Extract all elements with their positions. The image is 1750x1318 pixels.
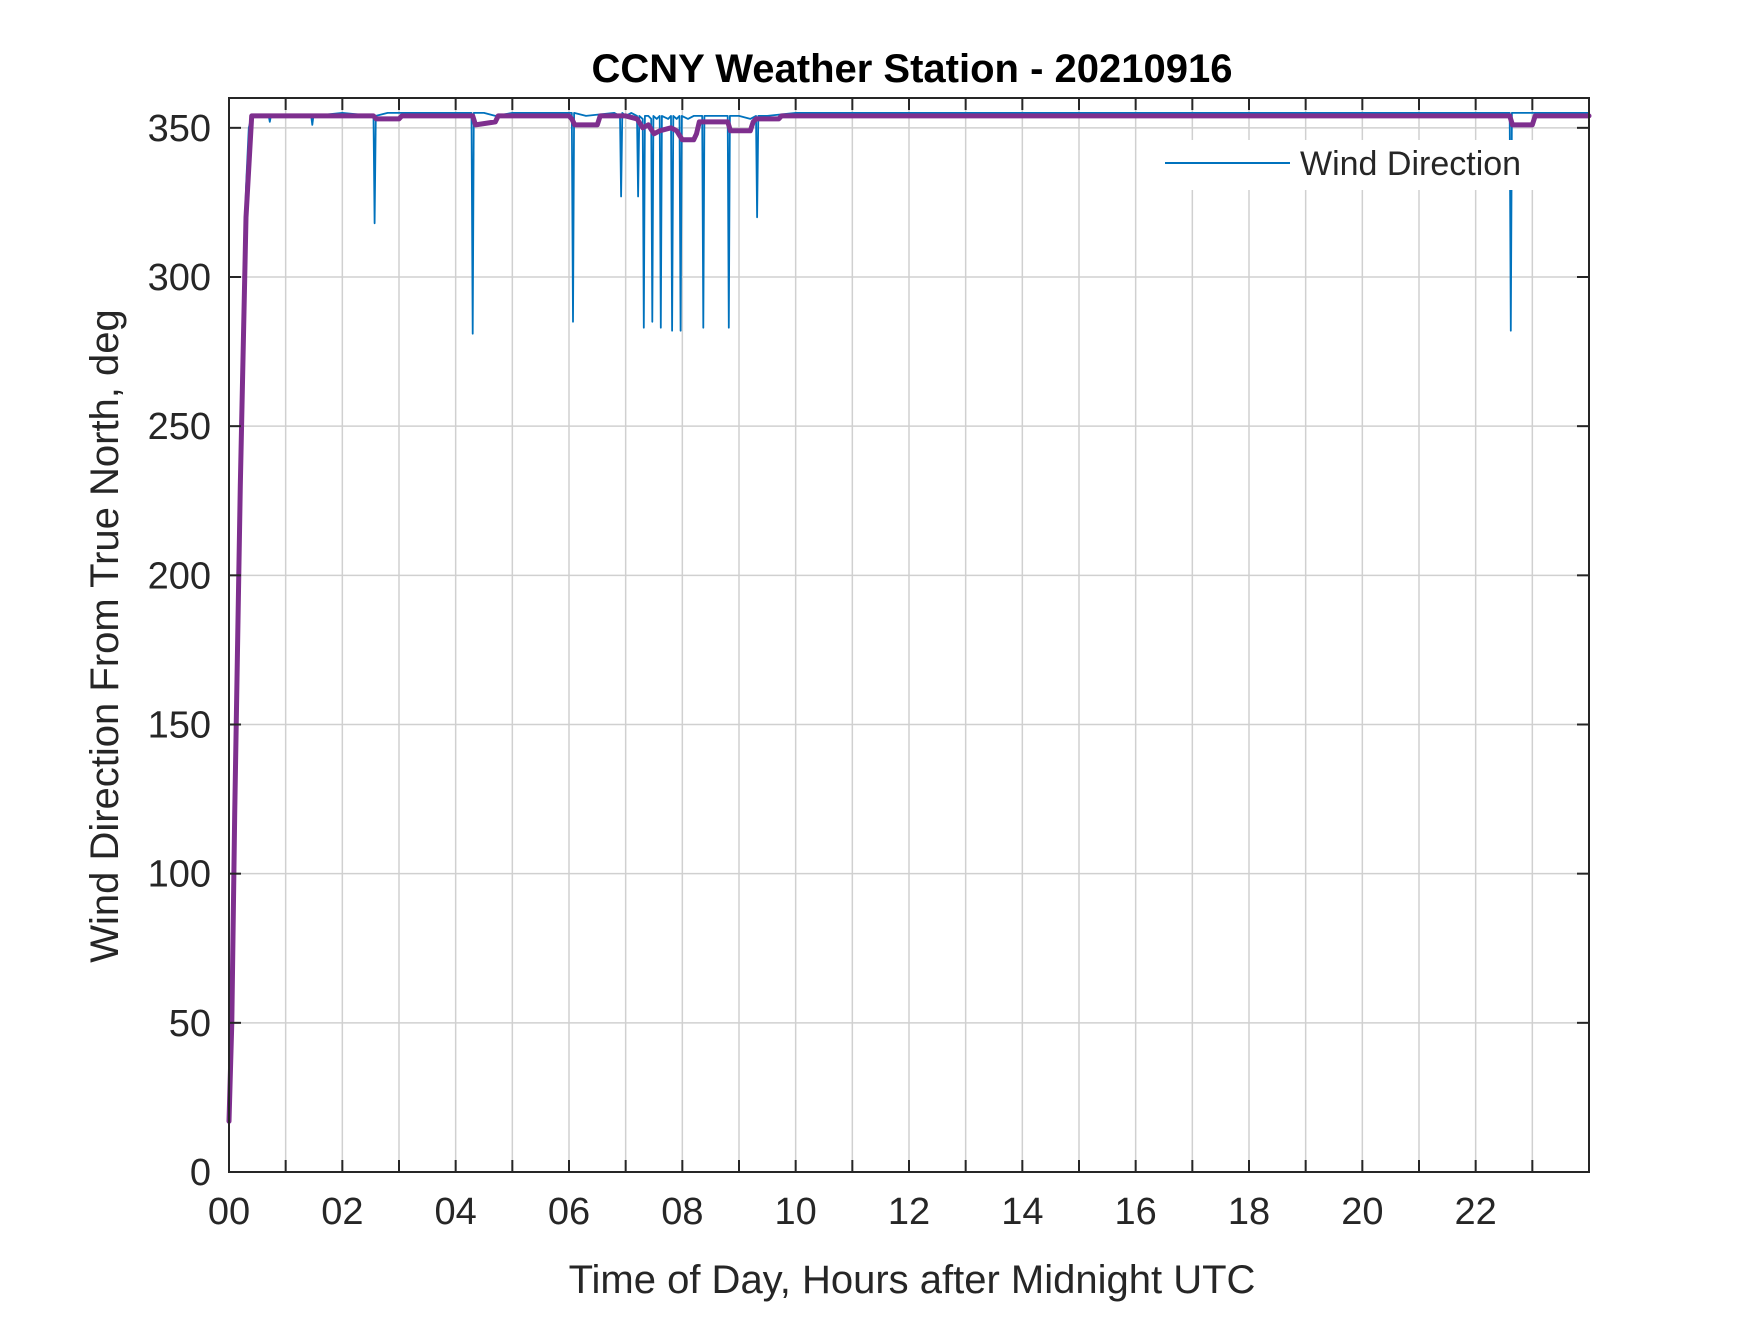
y-tick-label: 0 (190, 1152, 211, 1194)
series-lines (226, 112, 1592, 1129)
y-tick-label: 350 (148, 108, 211, 150)
x-tick-label: 08 (661, 1191, 703, 1233)
x-axis-label: Time of Day, Hours after Midnight UTC (569, 1258, 1256, 1302)
tick-marks (228, 98, 1589, 1173)
x-tick-label: 10 (775, 1191, 817, 1233)
x-tick-labels: 00 02 04 06 08 10 12 14 16 18 20 22 (208, 1191, 1497, 1233)
y-tick-label: 200 (148, 555, 211, 597)
x-tick-label: 12 (888, 1191, 930, 1233)
x-tick-label: 14 (1001, 1191, 1043, 1233)
x-tick-label: 00 (208, 1191, 250, 1233)
series-line-smoothed (226, 113, 1592, 1124)
y-tick-label: 150 (148, 705, 211, 747)
x-tick-label: 18 (1228, 1191, 1270, 1233)
y-tick-label: 100 (148, 854, 211, 896)
y-tick-label: 50 (169, 1003, 211, 1045)
legend: Wind Direction (1150, 140, 1550, 190)
y-tick-label: 300 (148, 257, 211, 299)
y-tick-label: 250 (148, 406, 211, 448)
x-tick-label: 22 (1455, 1191, 1497, 1233)
x-tick-label: 06 (548, 1191, 590, 1233)
y-axis-label: Wind Direction From True North, deg (83, 309, 127, 963)
x-tick-label: 20 (1341, 1191, 1383, 1233)
legend-box (1150, 140, 1550, 190)
x-tick-label: 02 (321, 1191, 363, 1233)
legend-label-wind-direction: Wind Direction (1300, 145, 1521, 183)
chart-title: CCNY Weather Station - 20210916 (592, 47, 1233, 91)
y-tick-labels: 0 50 100 150 200 250 300 350 (148, 108, 211, 1194)
x-tick-label: 04 (435, 1191, 477, 1233)
x-tick-label: 16 (1115, 1191, 1157, 1233)
